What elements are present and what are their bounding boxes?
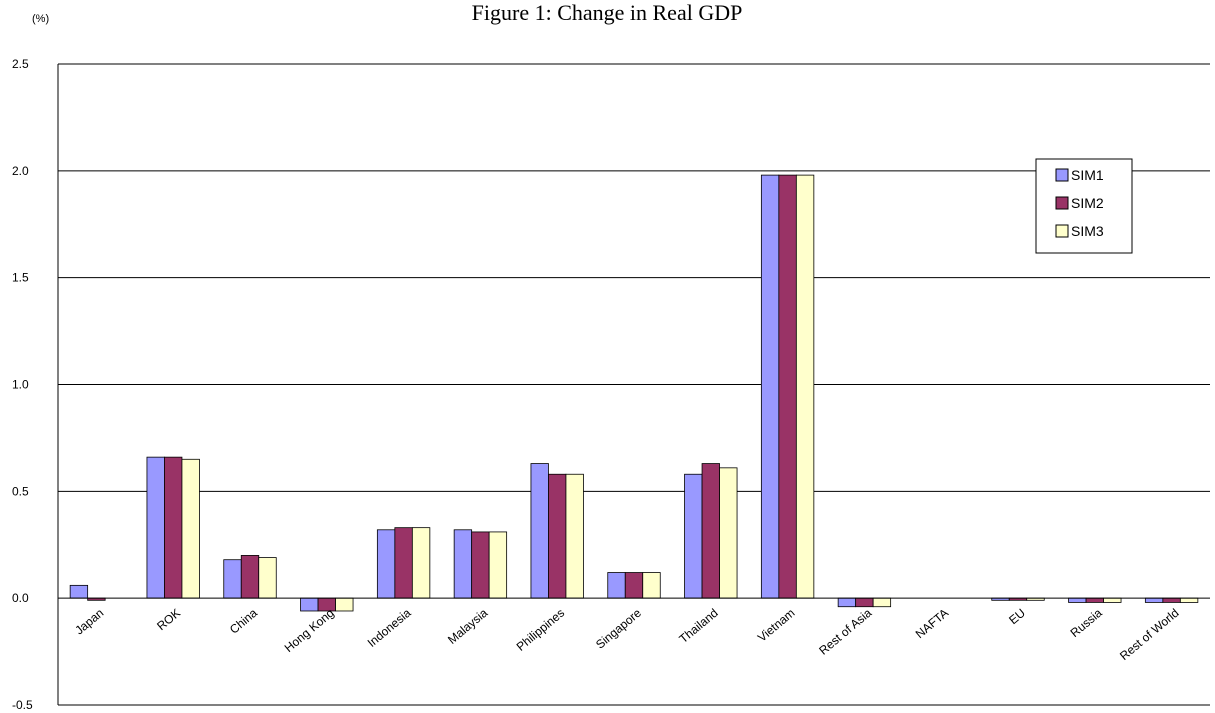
bar-sim1-singapore xyxy=(607,572,626,599)
category-label: Indonesia xyxy=(365,606,414,650)
legend-swatch xyxy=(1055,168,1069,182)
bar-sim3-hong-kong xyxy=(335,597,354,612)
category-label: Thailand xyxy=(676,606,720,646)
category-label: Japan xyxy=(72,606,106,638)
bar-sim3-philippines xyxy=(565,473,584,599)
bar-sim1-malaysia xyxy=(453,529,473,599)
y-tick-label: 2.0 xyxy=(12,164,29,178)
bar-sim3-rest-of-world xyxy=(1179,597,1199,603)
legend-swatch xyxy=(1055,224,1069,238)
bar-sim2-indonesia xyxy=(394,527,413,599)
bar-sim1-rest-of-asia xyxy=(837,597,857,608)
category-label: Malaysia xyxy=(445,606,491,647)
bar-sim3-thailand xyxy=(719,467,738,599)
bar-sim3-russia xyxy=(1103,597,1122,603)
axes xyxy=(57,64,1210,705)
y-tick-label: 0.5 xyxy=(12,484,29,498)
legend-label: SIM3 xyxy=(1071,223,1104,239)
bar-sim2-malaysia xyxy=(471,531,490,599)
category-label: Philippines xyxy=(514,606,567,654)
bar-sim3-rok xyxy=(181,458,200,599)
legend-label: SIM1 xyxy=(1071,167,1104,183)
legend-swatch xyxy=(1055,196,1069,210)
bar-sim3-indonesia xyxy=(411,527,431,599)
category-label: Russia xyxy=(1068,606,1105,641)
y-tick-label: 1.5 xyxy=(12,271,29,285)
bar-sim1-china xyxy=(223,559,242,599)
y-axis-ticks: 2.5 2.0 1.5 1.0 0.5 0.0 -0.5 xyxy=(12,57,33,712)
category-labels: Japan ROK China Hong Kong Indonesia Malaysia P… xyxy=(72,606,1181,664)
bar-sim2-vietnam xyxy=(778,174,797,599)
bar-sim2-singapore xyxy=(624,572,644,599)
legend-label: SIM2 xyxy=(1071,195,1104,211)
y-tick-label: 1.0 xyxy=(12,378,29,392)
bar-sim2-thailand xyxy=(701,463,720,599)
category-label: Rest of World xyxy=(1117,606,1182,663)
category-label: Vietnam xyxy=(755,606,798,645)
bar-sim1-indonesia xyxy=(376,529,396,599)
bar-sim3-vietnam xyxy=(795,174,815,599)
category-label: China xyxy=(227,606,260,637)
bar-sim3-singapore xyxy=(642,572,661,599)
gridlines xyxy=(58,63,1210,706)
legend-box xyxy=(1035,158,1133,254)
bar-sim2-rest-of-world xyxy=(1162,597,1181,603)
bar-sim1-vietnam xyxy=(760,174,780,599)
bar-sim2-china xyxy=(240,555,260,599)
y-tick-label: 2.5 xyxy=(12,57,29,71)
bar-sim3-china xyxy=(258,557,277,599)
bar-sim1-rest-of-world xyxy=(1144,597,1164,603)
bar-sim1-hong-kong xyxy=(300,597,319,612)
bar-sim2-russia xyxy=(1085,597,1104,603)
y-tick-label: 0.0 xyxy=(12,591,29,605)
bar-sim2-philippines xyxy=(548,473,567,599)
chart-title: Figure 1: Change in Real GDP xyxy=(472,0,743,25)
bar-sim3-rest-of-asia xyxy=(872,597,892,608)
bar-sim1-thailand xyxy=(684,473,703,599)
category-label: Hong Kong xyxy=(282,606,337,655)
legend: SIM1 SIM2 SIM3 xyxy=(1035,158,1133,254)
bar-sim1-russia xyxy=(1068,597,1087,603)
bar-sim1-rok xyxy=(146,456,165,599)
y-tick-label: -0.5 xyxy=(12,698,33,712)
bars xyxy=(69,174,1199,612)
bar-sim3-malaysia xyxy=(488,531,508,599)
category-label: Singapore xyxy=(593,606,644,652)
y-unit-label: (%) xyxy=(32,13,49,25)
bar-sim2-rok xyxy=(164,456,183,599)
category-label: EU xyxy=(1006,606,1028,627)
bar-sim1-japan xyxy=(69,584,89,599)
category-label: NAFTA xyxy=(913,606,951,641)
category-label: Rest of Asia xyxy=(816,606,874,658)
bar-sim1-philippines xyxy=(530,463,549,599)
category-label: ROK xyxy=(154,606,183,633)
